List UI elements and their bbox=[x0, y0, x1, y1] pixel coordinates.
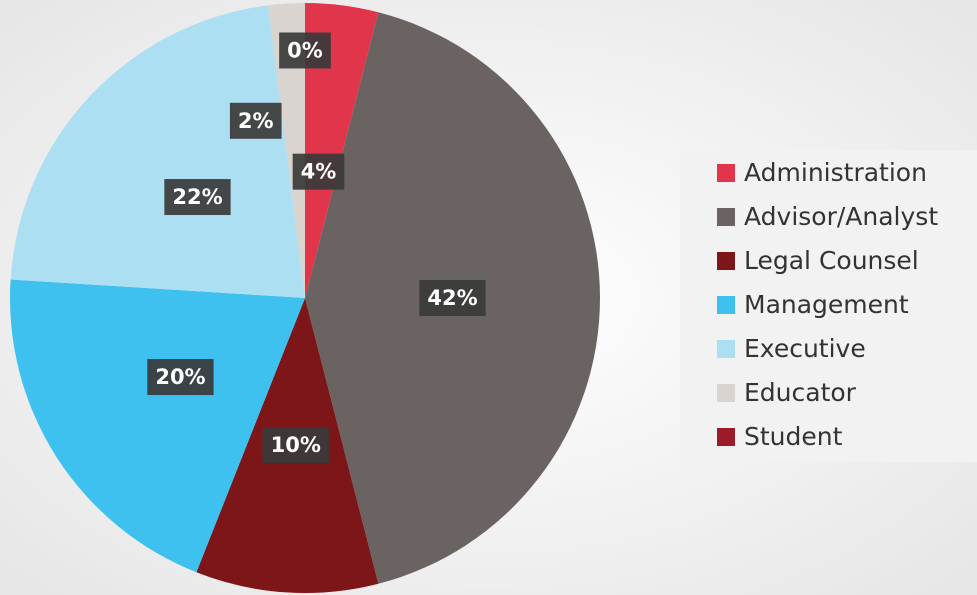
legend-label: Executive bbox=[744, 334, 866, 363]
legend-label: Student bbox=[744, 422, 843, 451]
pie-slice bbox=[9, 279, 305, 573]
pie-slice bbox=[10, 5, 305, 298]
data-label-box bbox=[292, 153, 345, 190]
pie-slice bbox=[268, 3, 305, 298]
legend-swatch bbox=[717, 428, 735, 446]
data-label: 42% bbox=[427, 286, 477, 310]
data-label-box bbox=[262, 427, 329, 464]
legend-label: Management bbox=[744, 290, 909, 319]
data-label: 0% bbox=[287, 39, 323, 63]
legend: Administration Advisor/Analyst Legal Couns… bbox=[717, 158, 938, 451]
data-label-box bbox=[164, 179, 231, 216]
data-labels: 4% 42% 10% 20% 22% 2% 0% bbox=[147, 32, 486, 464]
legend-label: Educator bbox=[744, 378, 857, 407]
data-label: 2% bbox=[238, 109, 274, 133]
legend-swatch bbox=[717, 384, 735, 402]
data-label: 22% bbox=[172, 185, 222, 209]
data-label-box bbox=[147, 359, 214, 396]
legend-swatch bbox=[717, 296, 735, 314]
legend-swatch bbox=[717, 252, 735, 270]
data-label: 20% bbox=[155, 365, 205, 389]
legend-swatch bbox=[717, 340, 735, 358]
pie-slice bbox=[305, 3, 379, 298]
legend-swatch bbox=[717, 208, 735, 226]
legend-swatch bbox=[717, 164, 735, 182]
data-label-box bbox=[279, 32, 331, 69]
data-label: 4% bbox=[301, 160, 337, 184]
data-label-box bbox=[419, 280, 486, 316]
legend-label: Administration bbox=[744, 158, 927, 187]
legend-label: Advisor/Analyst bbox=[744, 202, 938, 231]
data-label-box bbox=[229, 102, 282, 139]
pie bbox=[9, 3, 601, 593]
data-label: 10% bbox=[271, 433, 321, 457]
legend-label: Legal Counsel bbox=[744, 246, 919, 275]
